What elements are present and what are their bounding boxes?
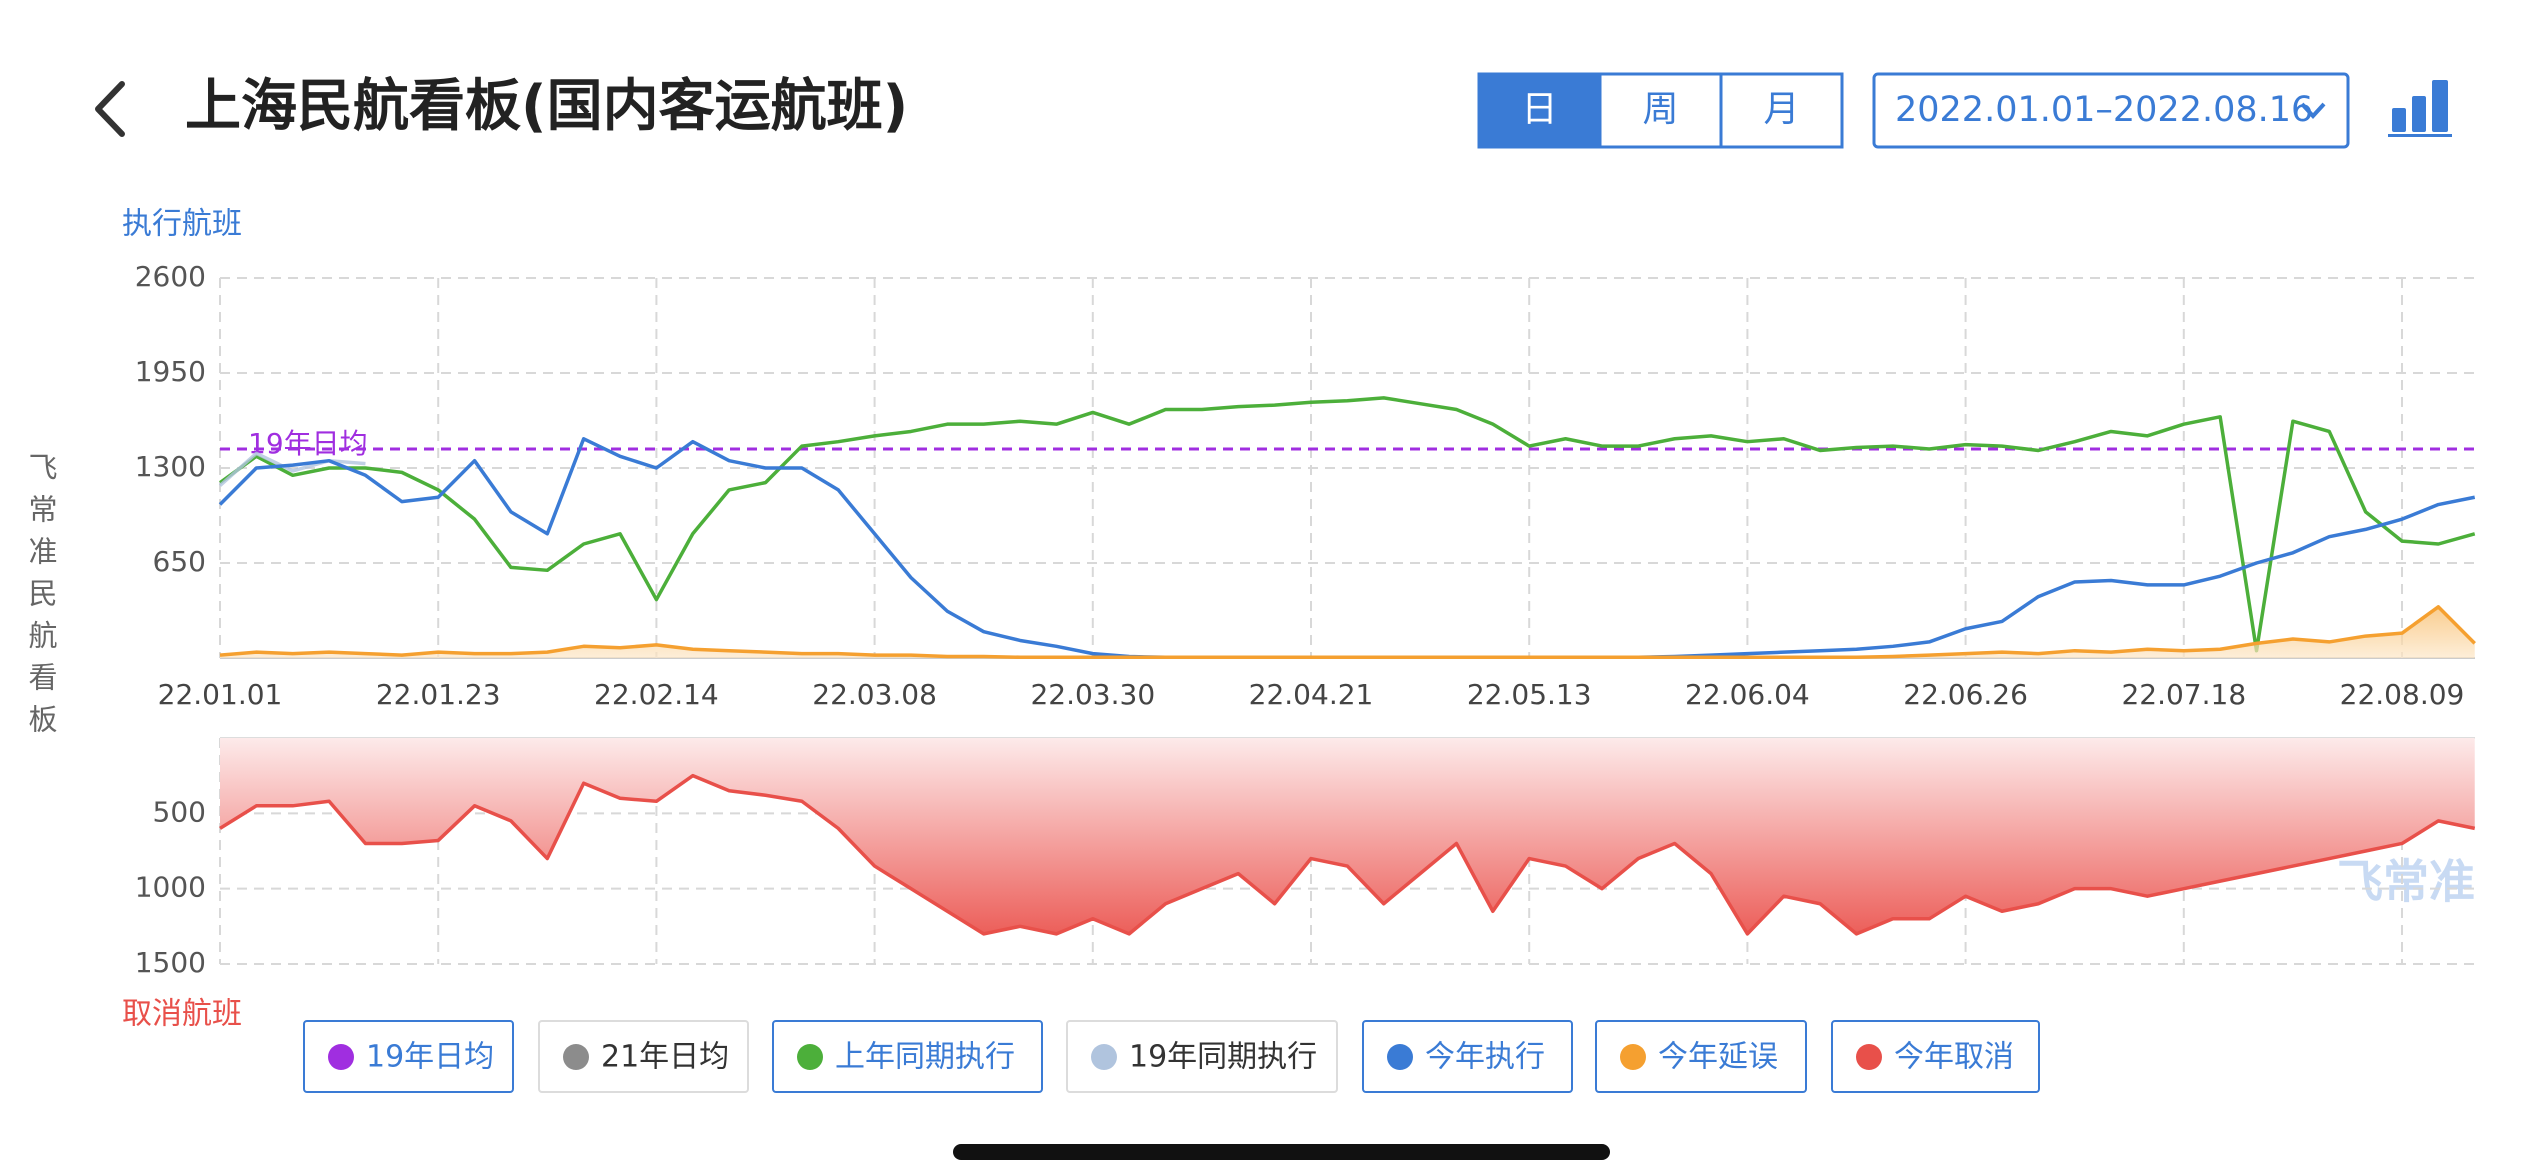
legend-swatch xyxy=(1387,1044,1413,1070)
x-tick-label: 22.05.13 xyxy=(1467,678,1592,711)
legend-label: 19年同期执行 xyxy=(1129,1040,1317,1075)
legend-label: 今年延误 xyxy=(1658,1040,1778,1075)
back-button[interactable] xyxy=(95,81,125,137)
x-tick-label: 22.01.01 xyxy=(158,678,283,711)
legend-swatch xyxy=(1620,1044,1646,1070)
y-axis-title: 执行航班 xyxy=(122,207,242,242)
period-tabs: 日周月 xyxy=(1477,72,1844,149)
legend-swatch xyxy=(328,1044,354,1070)
series-line xyxy=(219,773,2476,936)
legend-box[interactable] xyxy=(1362,1020,1573,1093)
y-tick-label: 650 xyxy=(153,545,206,578)
x-tick-label: 22.07.18 xyxy=(2121,678,2246,711)
legend-swatch xyxy=(563,1044,589,1070)
series-area xyxy=(220,738,2475,934)
x-tick-label: 22.08.09 xyxy=(2340,678,2465,711)
legend-box[interactable] xyxy=(1066,1020,1338,1093)
x-tick-label: 22.06.04 xyxy=(1685,678,1810,711)
date-range: 2022.01.01–2022.08.16 xyxy=(1895,90,2313,130)
legend-label: 今年取消 xyxy=(1894,1040,2014,1075)
legend-label: 21年日均 xyxy=(601,1040,729,1075)
x-tick-label: 22.03.30 xyxy=(1030,678,1155,711)
y-axis-title: 取消航班 xyxy=(122,997,242,1032)
home-indicator xyxy=(953,1144,1610,1160)
series-line xyxy=(218,396,2476,653)
y-tick-label: 1950 xyxy=(135,355,206,388)
tab-label: 周 xyxy=(1642,89,1678,130)
legend-item[interactable]: 今年延误 xyxy=(1595,1020,1807,1093)
page-title: 上海民航看板(国内客运航班) xyxy=(185,74,908,139)
x-tick-label: 22.04.21 xyxy=(1249,678,1374,711)
chart-icon[interactable] xyxy=(2388,80,2452,137)
dropdown-icon xyxy=(2300,102,2326,119)
tab-label: 月 xyxy=(1763,89,1799,130)
y-tick-label: 1500 xyxy=(135,946,206,979)
x-tick-label: 22.03.08 xyxy=(812,678,937,711)
legend-box[interactable] xyxy=(303,1020,514,1093)
legend-label: 19年日均 xyxy=(366,1040,494,1075)
tab[interactable] xyxy=(1598,72,1723,149)
series-line xyxy=(219,605,2476,660)
tab-label: 日 xyxy=(1521,89,1557,130)
legend-item[interactable]: 今年取消 xyxy=(1831,1020,2040,1093)
side-label: 飞常准民航看板 xyxy=(24,452,58,746)
reference-label: 19年日均 xyxy=(248,427,368,460)
legend-label: 今年执行 xyxy=(1425,1040,1545,1075)
tab[interactable] xyxy=(1477,72,1602,149)
x-tick-label: 22.02.14 xyxy=(594,678,719,711)
legend-item[interactable]: 21年日均 xyxy=(538,1020,749,1093)
series-line xyxy=(218,437,2476,660)
tab[interactable] xyxy=(1719,72,1844,149)
legend-swatch xyxy=(1091,1044,1117,1070)
legend-swatch xyxy=(1856,1044,1882,1070)
date-range-picker[interactable] xyxy=(1872,72,2350,149)
legend-item[interactable]: 今年执行 xyxy=(1362,1020,1573,1093)
x-tick-label: 22.01.23 xyxy=(376,678,501,711)
y-tick-label: 2600 xyxy=(135,260,206,293)
y-tick-label: 1300 xyxy=(135,450,206,483)
y-tick-label: 1000 xyxy=(135,871,206,904)
watermark: 飞常准 xyxy=(2337,855,2475,909)
legend-label: 上年同期执行 xyxy=(835,1040,1015,1075)
legend-item[interactable]: 19年日均 xyxy=(303,1020,514,1093)
y-tick-label: 500 xyxy=(153,795,206,828)
legend-swatch xyxy=(797,1044,823,1070)
series-line xyxy=(218,451,366,487)
legend-box[interactable] xyxy=(772,1020,1043,1093)
legend-box[interactable] xyxy=(538,1020,749,1093)
legend-box[interactable] xyxy=(1595,1020,1807,1093)
x-tick-label: 22.06.26 xyxy=(1903,678,2028,711)
legend-item[interactable]: 19年同期执行 xyxy=(1066,1020,1338,1093)
legend-box[interactable] xyxy=(1831,1020,2040,1093)
legend-item[interactable]: 上年同期执行 xyxy=(772,1020,1043,1093)
